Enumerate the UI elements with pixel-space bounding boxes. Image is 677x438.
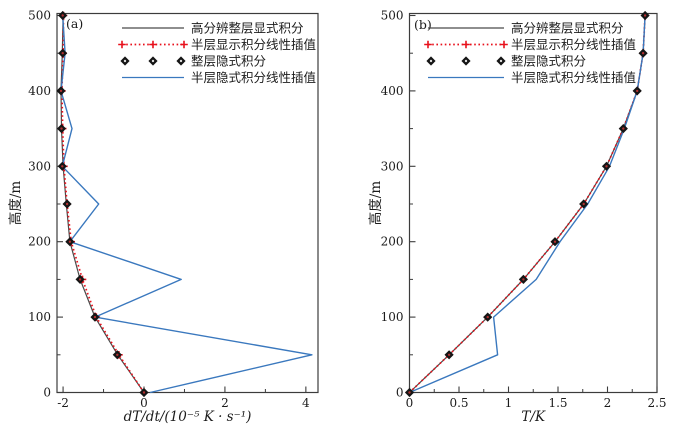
diamond-center-dot xyxy=(486,315,489,319)
series-0 xyxy=(60,15,145,393)
y-axis-label: 高度/m xyxy=(7,181,24,226)
diamond-center-dot xyxy=(447,353,451,356)
x-tick-label: 1.5 xyxy=(548,396,567,410)
series-line xyxy=(60,15,313,394)
legend-entry: 高分辨整层显式积分 xyxy=(428,21,624,36)
diamond-center-dot xyxy=(643,14,647,17)
diamond-center-dot xyxy=(605,165,608,168)
diamond-center-dot xyxy=(142,391,146,394)
x-tick-label: 0.5 xyxy=(449,396,468,410)
diamond-center-dot xyxy=(553,240,557,243)
legend-entry: 半层隐式积分线性插值 xyxy=(428,70,636,85)
panel-label: (b) xyxy=(414,17,432,32)
x-axis-label: T/K xyxy=(521,409,546,425)
diamond-center-dot xyxy=(65,202,69,206)
diamond-center-dot xyxy=(61,165,64,168)
y-tick-label: 200 xyxy=(28,235,51,249)
x-axis-label: dT/dt/(10⁻⁵ K · s⁻¹) xyxy=(124,409,252,425)
legend-label: 整层隐式积分 xyxy=(511,54,586,69)
diamond-center-dot xyxy=(408,391,411,394)
x-tick-label: 2 xyxy=(221,396,229,410)
series-2 xyxy=(404,10,650,398)
plus-marker xyxy=(424,40,432,49)
diamond-center-dot xyxy=(522,278,525,281)
diamond-center-dot xyxy=(61,14,64,17)
legend-entry: 半层显示积分线性插值 xyxy=(118,37,316,52)
legend-entry: 整层隐式积分 xyxy=(426,54,586,69)
diamond-center-dot xyxy=(60,127,63,130)
y-tick-label: 300 xyxy=(381,159,404,173)
panel-b: 0 0.5 1 1.5 2 2.5 0 100 200 300 400 500 T/K 高度/m (b) 高分… xyxy=(367,9,667,426)
diamond-center-dot xyxy=(123,59,127,63)
y-tick-label: 0 xyxy=(396,386,404,400)
diamond-center-dot xyxy=(68,240,72,243)
legend-label: 半层隐式积分线性插值 xyxy=(191,70,316,85)
diamond-center-dot xyxy=(499,59,503,63)
series-3 xyxy=(60,15,313,394)
legend-entry: 半层隐式积分线性插值 xyxy=(122,70,316,85)
panel-label: (a) xyxy=(66,16,83,31)
diamond-center-dot xyxy=(179,59,183,63)
diamond-center-dot xyxy=(622,127,625,130)
diamond-center-dot xyxy=(582,202,585,206)
legend-label: 高分辨整层显式积分 xyxy=(511,21,624,36)
y-tick-label: 400 xyxy=(28,84,51,98)
y-tick-label: 500 xyxy=(28,9,51,23)
diamond-center-dot xyxy=(429,59,433,63)
legend-label: 整层隐式积分 xyxy=(191,54,266,69)
legend-label: 高分辨整层显式积分 xyxy=(191,21,304,36)
plus-marker xyxy=(462,40,470,49)
x-tick-label: 2 xyxy=(604,396,612,410)
y-tick-label: 100 xyxy=(381,310,404,324)
diamond-center-dot xyxy=(93,315,97,319)
x-tick-label: 0 xyxy=(406,396,414,410)
y-tick-label: 100 xyxy=(28,310,51,324)
x-tick-label: 1 xyxy=(505,396,513,410)
diamond-center-dot xyxy=(636,89,639,93)
plus-marker xyxy=(500,40,508,49)
y-tick-label: 0 xyxy=(43,386,51,400)
y-tick-label: 200 xyxy=(381,235,404,249)
plus-marker xyxy=(118,40,126,49)
legend-label: 半层隐式积分线性插值 xyxy=(511,70,636,85)
plus-marker xyxy=(149,40,157,49)
x-tick-label: 0 xyxy=(140,396,148,410)
diamond-center-dot xyxy=(641,52,645,55)
plot-frame xyxy=(56,12,319,394)
legend-label: 半层显示积分线性插值 xyxy=(511,37,636,52)
panel-a: -2 0 2 4 0 100 200 300 400 500 dT/dt/(10⁻⁵ K · s⁻¹… xyxy=(7,9,319,425)
diamond-center-dot xyxy=(464,59,468,63)
plus-marker xyxy=(180,40,188,49)
diamond-center-dot xyxy=(78,278,82,281)
legend-entry: 半层显示积分线性插值 xyxy=(424,37,636,52)
series-2 xyxy=(56,10,149,398)
x-tick-label: -2 xyxy=(57,396,69,410)
x-tick-label: 2.5 xyxy=(647,396,666,410)
diamond-center-dot xyxy=(59,89,63,93)
diamond-center-dot xyxy=(61,52,64,55)
diamond-center-dot xyxy=(116,353,119,356)
y-tick-label: 300 xyxy=(28,159,51,173)
legend-label: 半层显示积分线性插值 xyxy=(191,37,316,52)
series-line xyxy=(61,15,145,393)
y-axis-label: 高度/m xyxy=(367,181,384,226)
y-tick-label: 400 xyxy=(381,84,404,98)
y-tick-label: 500 xyxy=(381,9,404,23)
x-tick-label: 4 xyxy=(302,396,310,410)
diamond-center-dot xyxy=(151,59,155,63)
legend-entry: 整层隐式积分 xyxy=(120,54,266,69)
series-line xyxy=(60,15,145,393)
legend-entry: 高分辨整层显式积分 xyxy=(122,21,304,36)
